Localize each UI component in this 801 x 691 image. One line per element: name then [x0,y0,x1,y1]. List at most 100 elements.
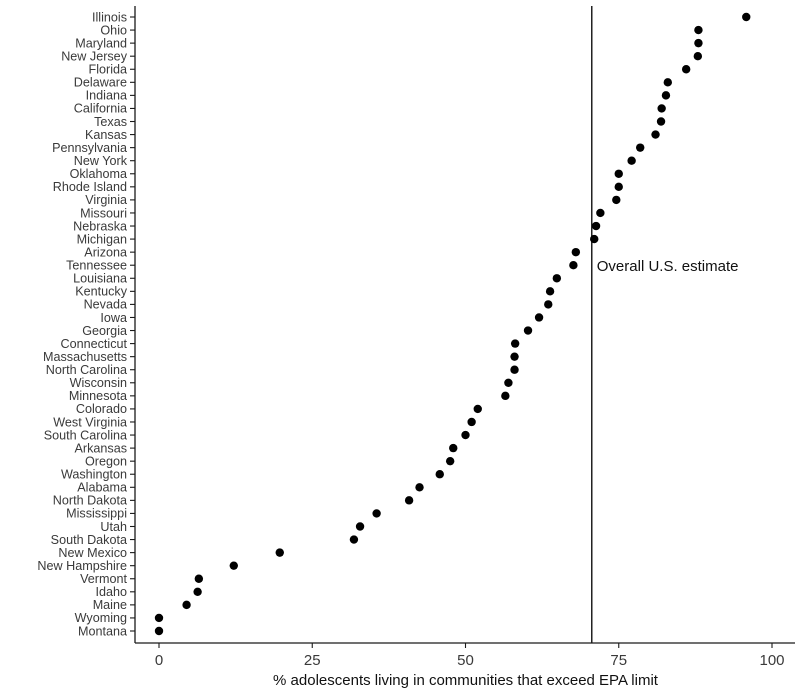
x-axis-ticks [158,643,773,648]
state-label: Arkansas [75,441,128,455]
data-point-massachusetts [510,352,519,361]
data-point-vermont [194,574,204,583]
state-label: Wyoming [75,611,127,625]
data-point-missouri [596,208,605,218]
state-label: Nebraska [73,219,127,233]
state-label: Missouri [80,206,127,220]
x-tick-label: 100 [759,652,784,669]
state-label: Virginia [85,193,127,207]
state-label: New York [74,154,128,168]
data-point-wyoming [154,613,164,623]
data-point-nebraska [591,221,601,231]
x-tick-label: 25 [304,652,321,669]
state-label: Louisiana [73,272,127,286]
data-points [154,12,751,636]
data-point-kansas [651,130,660,139]
state-label: Indiana [86,89,127,103]
data-point-california [657,104,666,113]
state-label: Arizona [84,245,127,259]
data-point-arizona [571,247,581,257]
state-label: Washington [61,468,127,482]
state-label: South Dakota [51,533,127,547]
data-point-rhode-island [614,182,623,192]
state-label: Oklahoma [70,167,127,181]
y-axis-ticks [130,16,135,632]
data-point-montana [154,626,164,636]
data-point-virginia [612,195,621,205]
x-axis-tick-labels: 0 25 50 75 100 [155,652,785,669]
data-point-florida [681,65,691,74]
state-label: Tennessee [66,259,127,273]
data-point-north-dakota [404,496,414,505]
state-label: Nevada [84,298,127,312]
state-label: Oregon [85,454,127,468]
data-point-new-mexico [275,548,284,557]
state-label: Texas [94,115,127,129]
data-point-utah [355,522,365,531]
state-label: Colorado [76,402,127,416]
state-label: South Carolina [44,428,127,442]
state-label: Iowa [100,311,127,325]
state-label: Illinois [92,10,127,24]
data-point-nevada [544,300,553,309]
data-point-south-dakota [349,535,359,544]
state-label: Pennsylvania [52,141,127,155]
data-point-oregon [445,456,455,466]
data-point-ohio [694,25,703,35]
data-point-indiana [661,91,671,100]
state-label: Utah [100,520,127,534]
state-label: Kentucky [75,285,128,299]
state-label: Idaho [95,585,127,599]
data-point-idaho [193,587,202,597]
data-point-kentucky [545,287,555,296]
state-label: New Hampshire [37,559,127,573]
data-point-maine [182,600,191,610]
state-label: Connecticut [60,337,127,351]
data-point-arkansas [449,443,458,453]
state-label: West Virginia [53,415,127,429]
state-label: Montana [78,624,127,638]
state-label: North Dakota [53,494,127,508]
data-point-alabama [415,483,424,492]
state-label: Massachusetts [43,350,127,364]
data-point-new-york [627,156,636,165]
state-label: Alabama [77,481,127,495]
state-label: Vermont [80,572,127,586]
state-label: Florida [89,63,128,77]
state-label: Georgia [82,324,127,338]
data-point-delaware [663,78,672,87]
data-point-maryland [694,38,703,48]
data-point-oklahoma [614,169,623,178]
state-label: North Carolina [46,363,127,377]
x-axis-title: % adolescents living in communities that… [273,672,659,689]
state-label: California [74,102,127,116]
data-point-michigan [590,234,599,244]
state-label: Kansas [85,128,127,142]
data-point-tennessee [569,261,578,270]
data-point-west-virginia [467,417,476,427]
data-point-north-carolina [510,365,519,374]
state-label: Minnesota [69,389,127,403]
data-point-connecticut [510,339,520,348]
x-tick-label: 50 [457,652,474,669]
data-point-georgia [523,326,533,335]
data-point-minnesota [501,391,510,401]
state-label: Delaware [74,76,127,90]
state-label: Rhode Island [53,180,127,194]
state-label: New Jersey [61,49,127,63]
data-point-texas [656,117,666,126]
x-tick-label: 75 [610,652,627,669]
state-label: Ohio [100,23,127,37]
x-tick-label: 0 [155,652,163,669]
state-label: Maryland [75,36,127,50]
state-label: Wisconsin [70,376,127,390]
data-point-wisconsin [504,378,513,387]
data-point-louisiana [552,274,562,283]
data-point-colorado [473,404,482,414]
data-point-south-carolina [461,430,470,440]
data-point-new-hampshire [229,561,238,570]
state-label: Michigan [77,232,127,246]
